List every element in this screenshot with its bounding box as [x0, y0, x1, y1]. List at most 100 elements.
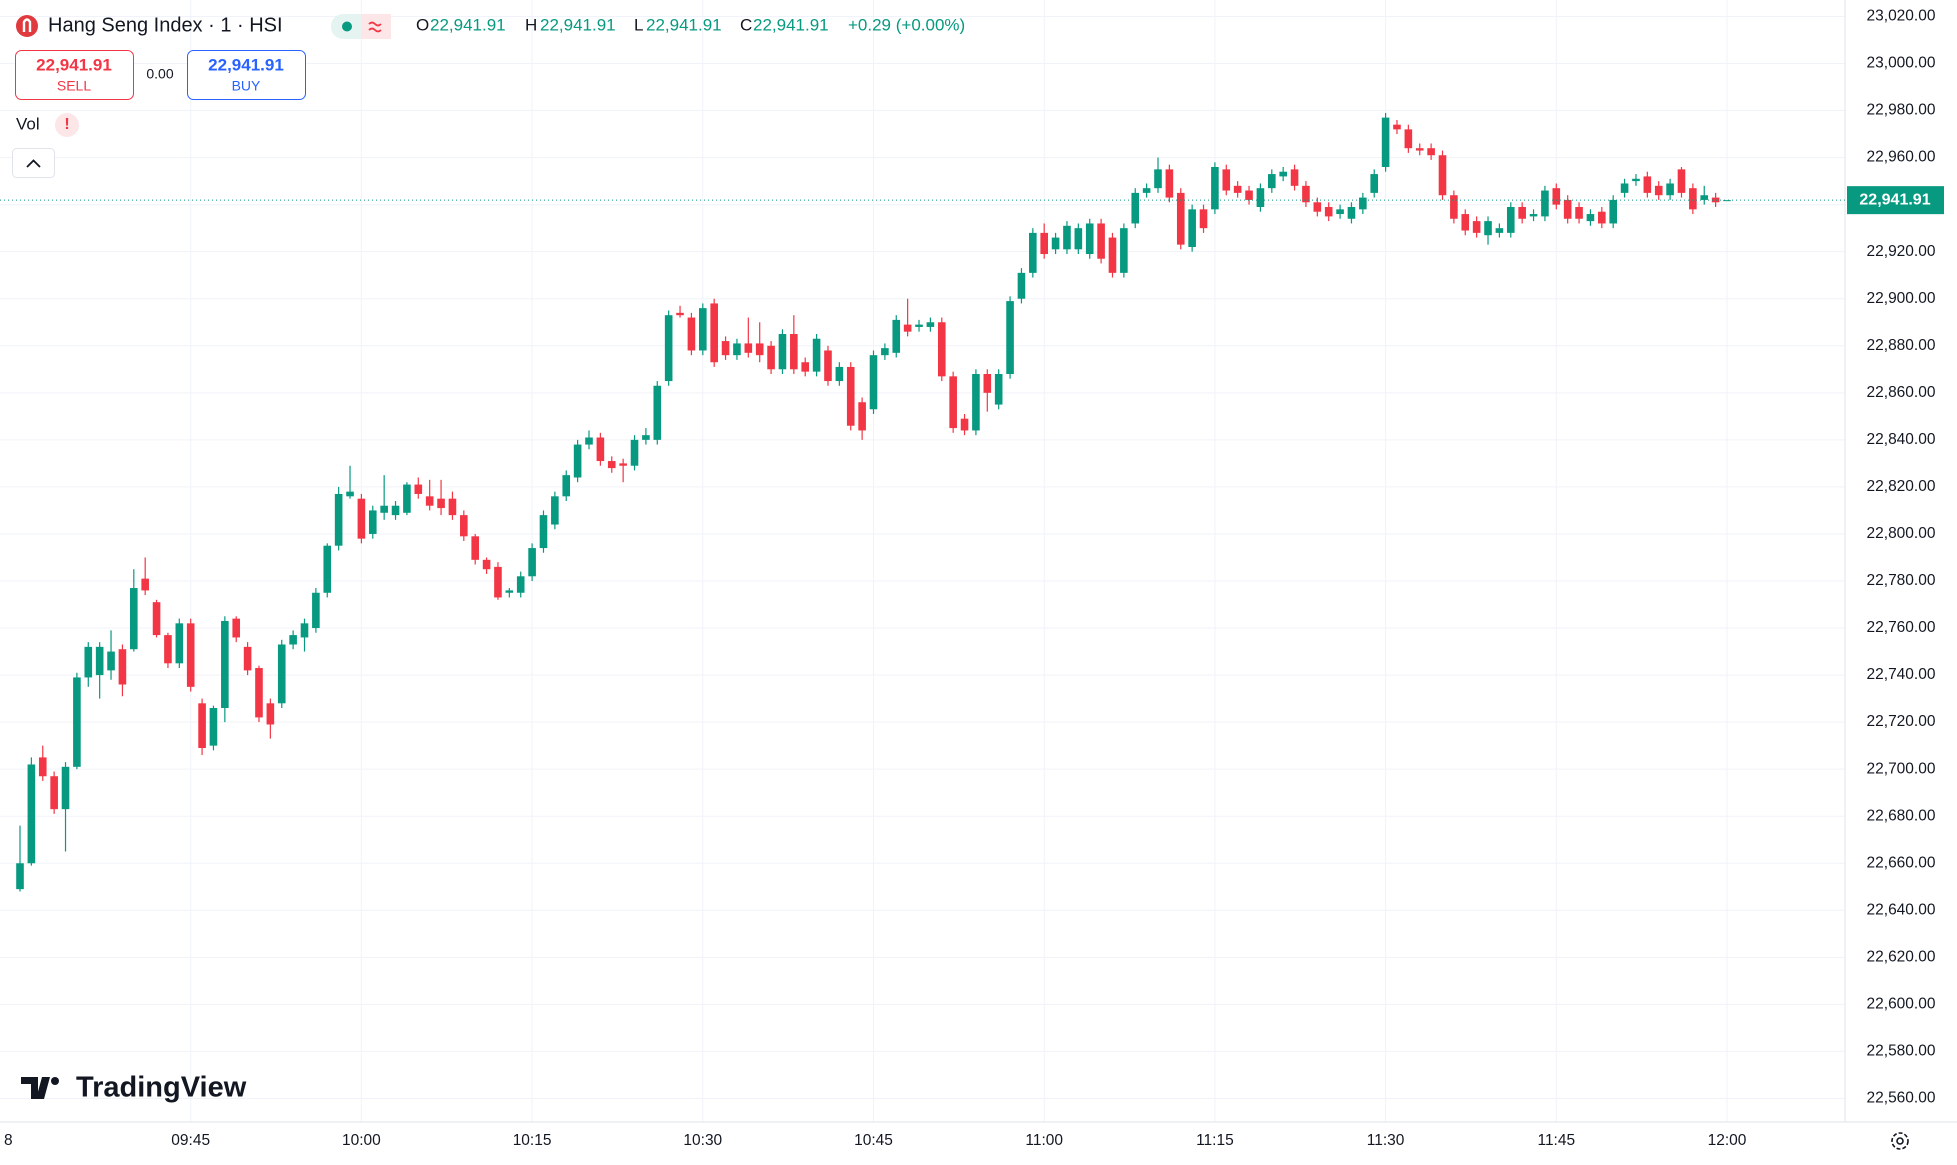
y-tick-label: 22,900.00 [1867, 290, 1936, 307]
candle-body [733, 343, 741, 356]
candle-body [1370, 174, 1379, 193]
candle-body [949, 376, 957, 429]
candle-body [1643, 176, 1652, 193]
candle-body [937, 322, 946, 377]
settings-icon[interactable] [1891, 1132, 1909, 1150]
candle-body [1006, 301, 1014, 374]
candle-body [585, 437, 593, 445]
volume-label[interactable]: Vol [16, 114, 40, 133]
candle-body [1495, 228, 1504, 233]
candle-body [1438, 155, 1447, 196]
candle-body [255, 668, 263, 718]
brand-name[interactable]: TradingView [76, 1072, 247, 1104]
settings-icon-center [1896, 1137, 1904, 1145]
candle-body [858, 402, 866, 431]
candle-body [209, 708, 218, 746]
x-tick-label: 10:30 [683, 1132, 722, 1149]
y-tick-label: 22,980.00 [1867, 102, 1936, 119]
candle-body [1017, 272, 1026, 299]
x-tick-label: 12:00 [1708, 1132, 1747, 1149]
candle-body [1404, 129, 1413, 149]
candle-body [1563, 199, 1572, 219]
market-open-dot [342, 21, 352, 32]
candle-body [425, 496, 434, 506]
brand-logo-dot [51, 1077, 59, 1085]
candle-body [892, 319, 901, 353]
ohlc-label: H [525, 15, 537, 34]
candle-body [1381, 117, 1390, 168]
ohlc-value: 22,941.91 [430, 15, 506, 34]
candle-body [710, 303, 718, 363]
candle-body [403, 484, 411, 513]
candle-body [1654, 185, 1663, 196]
y-tick-label: 22,960.00 [1867, 149, 1936, 166]
candle-body [1290, 169, 1299, 186]
candle-body [1097, 223, 1105, 259]
candle-body [1268, 174, 1276, 189]
y-tick-label: 22,580.00 [1867, 1043, 1936, 1060]
candle-body [926, 322, 935, 327]
buy-button[interactable] [187, 50, 306, 100]
candle-body [1199, 209, 1208, 229]
candle-body [471, 536, 479, 560]
collapse-button[interactable] [12, 148, 55, 178]
x-tick-label: 09:45 [171, 1132, 210, 1149]
candle-body [1131, 192, 1140, 224]
candle-body [1632, 178, 1640, 182]
candle-body [1120, 228, 1128, 273]
candle-body [1723, 200, 1731, 202]
candle-body [1211, 167, 1219, 210]
candle-body [460, 515, 468, 537]
sell-button[interactable] [15, 50, 134, 100]
y-tick-label: 22,600.00 [1867, 995, 1936, 1012]
candle-body [1347, 206, 1356, 219]
y-tick-label: 23,000.00 [1867, 55, 1936, 72]
candle-body [186, 623, 195, 687]
candle-body [346, 491, 354, 497]
candle-body [323, 545, 332, 593]
candle-body [607, 461, 616, 469]
candle-body [1427, 148, 1435, 156]
x-tick-label: 10:45 [854, 1132, 893, 1149]
plot [0, 112, 1845, 892]
y-tick-label: 22,780.00 [1867, 572, 1936, 589]
candle-body [50, 776, 58, 810]
candle-body [312, 592, 320, 629]
candle-body [1506, 206, 1515, 233]
candle-body [221, 620, 229, 709]
candle-body [1609, 199, 1617, 224]
candle-body [1689, 188, 1697, 210]
candle-body [1529, 214, 1538, 217]
candle-body [334, 493, 343, 546]
ohlc-label: O [416, 15, 429, 34]
candle-body [778, 334, 787, 370]
axes: 22,560.00 22,580.00 22,600.00 22,620.00 22,6… [4, 8, 1944, 1149]
candle-body [1222, 169, 1231, 191]
candle-body [1108, 237, 1117, 273]
ohlc-value: 22,941.91 [646, 15, 722, 34]
candle-body [1450, 195, 1458, 219]
candle-body [198, 703, 206, 748]
y-tick-label: 22,560.00 [1867, 1090, 1936, 1107]
candle-body [38, 757, 47, 777]
x-tick-label: 11:30 [1367, 1132, 1405, 1149]
candle-body [1359, 197, 1367, 210]
y-tick-label: 22,760.00 [1867, 619, 1936, 636]
y-tick-label: 22,680.00 [1867, 807, 1936, 824]
candle-body [391, 505, 400, 516]
y-tick-label: 22,920.00 [1867, 243, 1936, 260]
candle-body [1233, 185, 1242, 193]
candle-body [596, 437, 605, 462]
volume-alert-badge[interactable] [55, 113, 79, 137]
spread: 0.00 [146, 66, 173, 82]
x-tick-label: 11:15 [1196, 1132, 1234, 1149]
candle-body [1063, 225, 1071, 250]
symbol-title[interactable]: Hang Seng Index · 1 · HSI [48, 14, 283, 36]
candle-body [232, 618, 241, 638]
candle-body [141, 578, 149, 591]
candle-body [357, 498, 366, 539]
ohlc-value: 22,941.91 [753, 15, 829, 34]
candle-body [801, 362, 810, 372]
candle-body [1415, 148, 1424, 151]
candle-body [915, 324, 923, 327]
